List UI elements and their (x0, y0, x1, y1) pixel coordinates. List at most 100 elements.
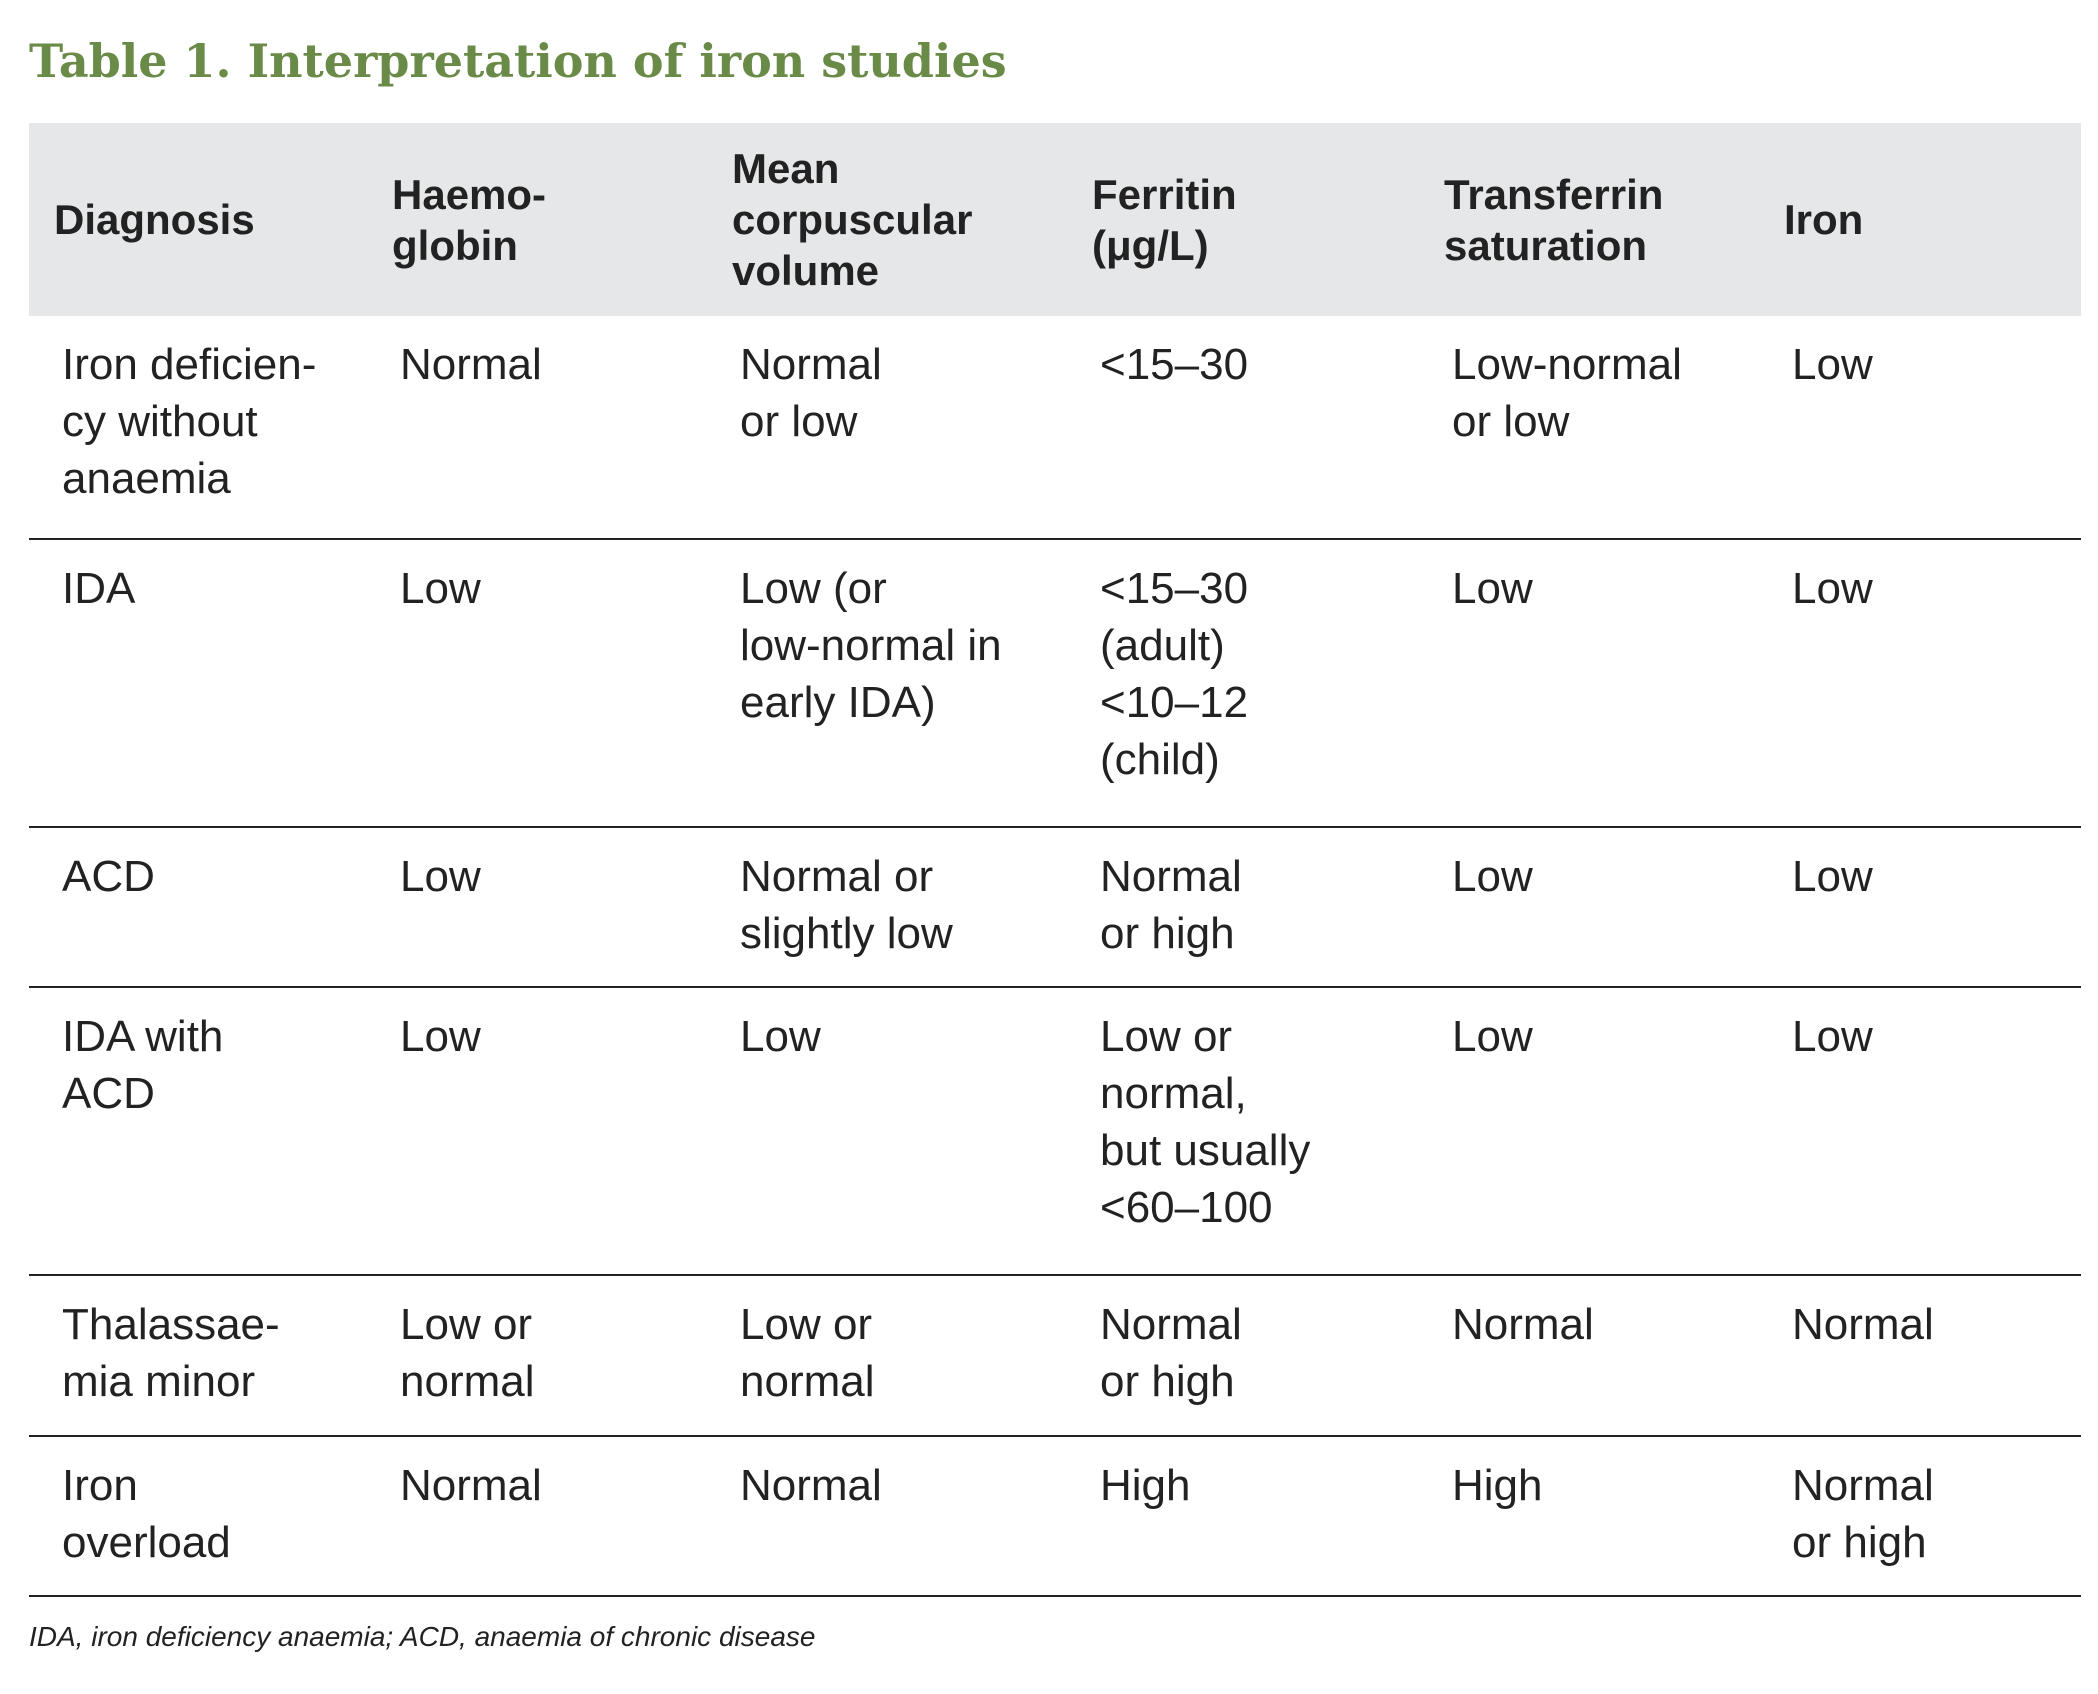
table-cell: Iron deficien-cy without anaemia (29, 316, 367, 539)
cell-line: overload (62, 1518, 231, 1567)
header-line: Haemo- (392, 170, 547, 218)
table-body: Iron deficien-cy without anaemia Normal Nor… (29, 316, 2081, 1596)
header-line: Transferrin (1444, 170, 1664, 218)
table-cell: ACD (29, 827, 367, 987)
table-cell: Normal or high (1759, 1436, 2081, 1596)
cell-line: Normal (1100, 1300, 1242, 1349)
cell-line: Normal (740, 1461, 882, 1510)
table-cell: Normal (1759, 1275, 2081, 1436)
cell-line: (child) (1100, 735, 1220, 784)
cell-line: (adult) (1100, 621, 1225, 670)
table-cell: Low (1419, 827, 1759, 987)
cell-line: IDA (62, 564, 136, 613)
column-header: Iron (1759, 123, 2081, 316)
table-cell: Normal or slightly low (707, 827, 1067, 987)
table-cell: Normal (707, 1436, 1067, 1596)
cell-line: Low (1452, 564, 1533, 613)
cell-line: or low (1452, 397, 1570, 446)
table-header: Diagnosis Haemo-globin Mean corpuscular volu… (29, 123, 2081, 316)
table-cell: Low or normal, but usually <60–100 (1067, 987, 1419, 1275)
column-header: Haemo-globin (367, 123, 707, 316)
table-cell: Low (or low-normal in early IDA) (707, 539, 1067, 827)
table-title: Table 1. Interpretation of iron studies (29, 34, 1007, 88)
cell-line: or high (1792, 1518, 1927, 1567)
table-cell: Thalassae-mia minor (29, 1275, 367, 1436)
table-cell: <15–30 (1067, 316, 1419, 539)
cell-line: <10–12 (1100, 678, 1249, 727)
table-cell: High (1419, 1436, 1759, 1596)
table-cell: Iron overload (29, 1436, 367, 1596)
cell-line: ACD (62, 1069, 155, 1118)
table-cell: Low (1759, 316, 2081, 539)
table-cell: <15–30 (adult) <10–12 (child) (1067, 539, 1419, 827)
cell-line: High (1100, 1461, 1191, 1510)
cell-line: Low (or (740, 564, 887, 613)
footnote: IDA, iron deficiency anaemia; ACD, anaem… (29, 1621, 816, 1652)
cell-line: Low or (400, 1300, 533, 1349)
column-header: Ferritin (μg/L) (1067, 123, 1419, 316)
cell-line: Thalassae- (62, 1300, 280, 1349)
table-cell: Normal (367, 316, 707, 539)
cell-line: low-normal in (740, 621, 1002, 670)
cell-line: Normal (1792, 1461, 1934, 1510)
iron-studies-table: Diagnosis Haemo-globin Mean corpuscular volu… (29, 123, 2081, 1597)
cell-line: Normal (400, 1461, 542, 1510)
column-header: Diagnosis (29, 123, 367, 316)
cell-line: Normal (1100, 852, 1242, 901)
table-cell: Low (367, 539, 707, 827)
cell-line: but usually (1100, 1126, 1311, 1175)
cell-line: ACD (62, 852, 155, 901)
header-line: Mean (732, 145, 840, 192)
cell-line: or high (1100, 909, 1235, 958)
cell-line: Low (1792, 564, 1873, 613)
cell-line: anaemia (62, 454, 231, 503)
table-cell: Normal (367, 1436, 707, 1596)
cell-line: Low (1792, 852, 1873, 901)
header-line: globin (392, 221, 518, 269)
column-header: Transferrin saturation (1419, 123, 1759, 316)
cell-line: Normal (740, 340, 882, 389)
cell-line: or low (740, 397, 858, 446)
cell-line: Iron (62, 1461, 138, 1510)
table-row: Thalassae-mia minor Low or normal Low or nor… (29, 1275, 2081, 1436)
header-row: Diagnosis Haemo-globin Mean corpuscular volu… (29, 123, 2081, 316)
table-row: IDA with ACD Low Low Low or normal, but usuall… (29, 987, 2081, 1275)
cell-line: Normal or (740, 852, 934, 901)
table-row: Iron deficien-cy without anaemia Normal Nor… (29, 316, 2081, 539)
table-row: Iron overload Normal Normal High High Normal or… (29, 1436, 2081, 1596)
table-cell: Low (707, 987, 1067, 1275)
header-line: Ferritin (1092, 170, 1237, 218)
cell-line: Low (1452, 852, 1533, 901)
header-line: Iron (1784, 196, 1864, 243)
cell-line: early IDA) (740, 678, 936, 727)
cell-line: Normal (400, 340, 542, 389)
cell-line: High (1452, 1461, 1543, 1510)
table-cell: IDA (29, 539, 367, 827)
cell-line: <15–30 (1100, 564, 1249, 613)
cell-line: cy without (62, 397, 258, 446)
table-row: ACD Low Normal or slightly low Normal or high… (29, 827, 2081, 987)
table-cell: Normal or low (707, 316, 1067, 539)
cell-line: <15–30 (1100, 340, 1249, 389)
table-cell: Low (1419, 539, 1759, 827)
table-cell: High (1067, 1436, 1419, 1596)
cell-line: Normal (1452, 1300, 1594, 1349)
cell-line: Low (400, 1012, 481, 1061)
cell-line: normal, (1100, 1069, 1247, 1118)
table-cell: Normal (1419, 1275, 1759, 1436)
header-line: saturation (1444, 221, 1648, 269)
cell-line: Low or (740, 1300, 873, 1349)
cell-line: normal (740, 1357, 875, 1406)
header-line: corpuscular (732, 196, 973, 243)
table-cell: Low (1759, 539, 2081, 827)
table-cell: Low or normal (707, 1275, 1067, 1436)
table-cell: Normal or high (1067, 827, 1419, 987)
table-cell: Low (1759, 827, 2081, 987)
header-line: (μg/L) (1092, 221, 1209, 269)
table-cell: Low-normal or low (1419, 316, 1759, 539)
cell-line: Low (1792, 1012, 1873, 1061)
cell-line: Low (1452, 1012, 1533, 1061)
table-cell: Low (367, 827, 707, 987)
cell-line: Normal (1792, 1300, 1934, 1349)
